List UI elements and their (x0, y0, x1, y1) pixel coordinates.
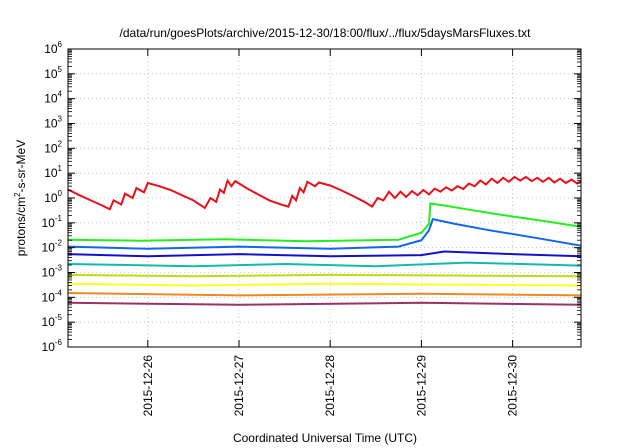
y-tick-label-exp: -1 (55, 214, 63, 223)
y-tick-label-exp: -2 (55, 239, 63, 248)
y-tick-label-base: 10 (42, 315, 56, 329)
series-line-2 (67, 202, 582, 243)
y-tick-label-exp: 2 (58, 139, 63, 148)
y-axis: 10-610-510-410-310-210-11001011021031041… (42, 40, 581, 354)
y-tick-label-base: 10 (42, 266, 56, 280)
x-tick-label: 2015-12-30 (506, 355, 520, 417)
y-tick-label-exp: -5 (55, 313, 63, 322)
y-tick-label: 10-1 (42, 214, 63, 230)
y-tick-label-exp: 0 (58, 189, 63, 198)
y-tick-label: 101 (44, 164, 62, 180)
y-axis-label-main: protons/cm (14, 197, 28, 256)
y-tick-label: 10-5 (42, 313, 63, 329)
y-tick-label-exp: -6 (55, 338, 63, 347)
series-group (67, 175, 582, 306)
x-tick-label: 2015-12-28 (323, 355, 337, 417)
y-tick-label-base: 10 (42, 340, 56, 354)
y-tick-label-exp: -4 (55, 288, 63, 297)
x-tick-label: 2015-12-29 (414, 355, 428, 417)
x-tick-label: 2015-12-27 (232, 355, 246, 417)
y-tick-label: 100 (44, 189, 62, 205)
series-line-8 (67, 292, 582, 297)
y-tick-label-exp: 5 (58, 65, 63, 74)
x-tick-label: 2015-12-26 (141, 355, 155, 417)
y-tick-label-base: 10 (42, 241, 56, 255)
y-tick-label: 10-2 (42, 239, 63, 255)
x-axis-label: Coordinated Universal Time (UTC) (233, 431, 417, 445)
y-tick-label: 10-6 (42, 338, 63, 354)
y-axis-label-sup: 2 (13, 192, 22, 197)
series-line-6 (67, 273, 582, 278)
y-tick-label: 10-3 (42, 264, 63, 280)
y-tick-label-exp: 1 (58, 164, 63, 173)
y-tick-label-base: 10 (44, 67, 58, 81)
y-tick-label-base: 10 (42, 216, 56, 230)
y-tick-label-exp: 6 (58, 40, 63, 49)
y-tick-label: 103 (44, 115, 62, 131)
series-line-1 (67, 175, 582, 211)
grid (68, 49, 581, 347)
y-tick-label-base: 10 (44, 166, 58, 180)
y-tick-label: 106 (44, 40, 62, 56)
chart-title: /data/run/goesPlots/archive/2015-12-30/1… (120, 26, 532, 40)
y-tick-label-base: 10 (42, 290, 56, 304)
y-tick-label-base: 10 (44, 191, 58, 205)
y-tick-label: 104 (44, 90, 62, 106)
y-tick-label-base: 10 (44, 141, 58, 155)
series-line-5 (67, 261, 582, 268)
y-axis-label: protons/cm2-s-sr-MeV (13, 140, 28, 256)
series-line-7 (67, 282, 582, 287)
series-line-9 (67, 301, 582, 306)
series-line-4 (67, 250, 582, 258)
y-tick-label: 105 (44, 65, 62, 81)
y-tick-label-exp: 3 (58, 115, 63, 124)
x-axis: 2015-12-26 2015-12-27 2015-12-28 2015-12-29… (141, 49, 520, 416)
y-tick-label-base: 10 (44, 117, 58, 131)
y-tick-label-exp: 4 (58, 90, 63, 99)
y-tick-label: 10-4 (42, 288, 63, 304)
y-tick-label-exp: -3 (55, 264, 63, 273)
y-tick-label: 102 (44, 139, 62, 155)
y-axis-label-rest: -s-sr-MeV (14, 140, 28, 193)
y-tick-label-base: 10 (44, 92, 58, 106)
y-tick-label-base: 10 (44, 42, 58, 56)
series-line-3 (67, 218, 582, 250)
